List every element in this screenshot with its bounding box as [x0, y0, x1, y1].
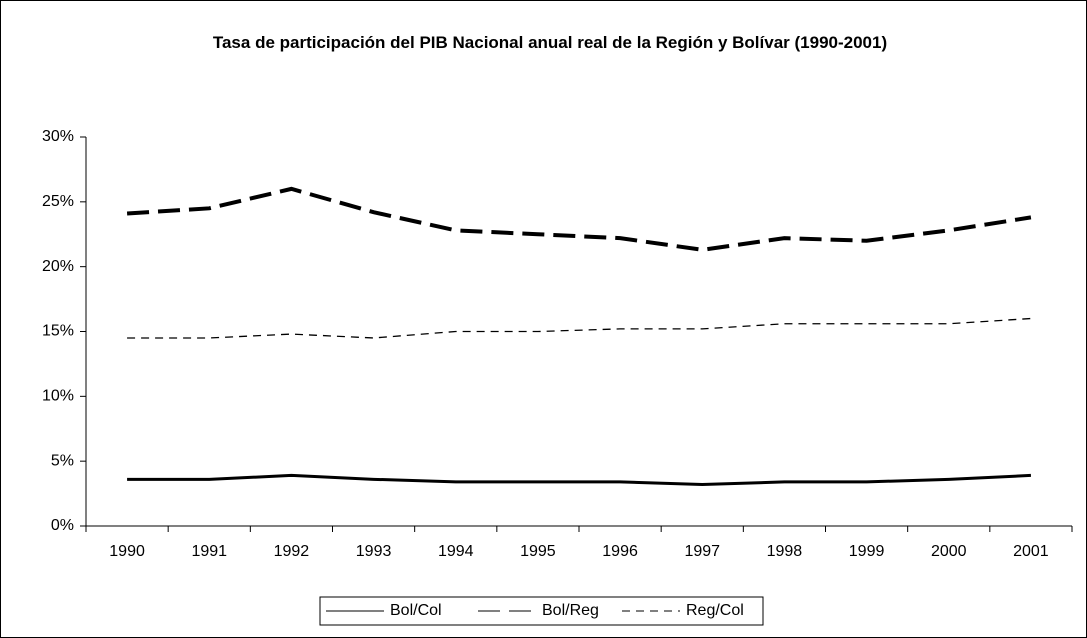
- y-tick-label: 10%: [42, 388, 74, 405]
- line-series: [127, 317, 1031, 339]
- y-tick-label: 25%: [42, 193, 74, 210]
- legend-label: Bol/Reg: [542, 602, 599, 619]
- y-tick-label: 30%: [42, 128, 74, 145]
- legend-label: Bol/Col: [390, 602, 442, 619]
- y-tick-label: 15%: [42, 323, 74, 340]
- x-tick-label: 2001: [1013, 543, 1049, 560]
- x-tick-label: 1996: [602, 543, 638, 560]
- x-tick-label: 1999: [849, 543, 885, 560]
- line-series: [126, 186, 1032, 252]
- x-tick-label: 1991: [191, 543, 227, 560]
- legend-box: [319, 596, 764, 626]
- x-tick-label: 1998: [767, 543, 803, 560]
- x-tick-label: 1997: [684, 543, 720, 560]
- x-tick-label: 2000: [931, 543, 967, 560]
- y-tick-label: 0%: [51, 517, 74, 534]
- x-tick-label: 1993: [356, 543, 392, 560]
- line-series: [127, 473, 1031, 487]
- y-tick-label: 20%: [42, 258, 74, 275]
- chart-title: Tasa de participación del PIB Nacional a…: [212, 33, 888, 52]
- x-tick-label: 1995: [520, 543, 556, 560]
- x-tick-label: 1990: [109, 543, 145, 560]
- x-tick-label: 1992: [274, 543, 310, 560]
- x-tick-label: 1994: [438, 543, 474, 560]
- y-tick-label: 5%: [51, 452, 74, 469]
- legend-label: Reg/Col: [686, 602, 744, 619]
